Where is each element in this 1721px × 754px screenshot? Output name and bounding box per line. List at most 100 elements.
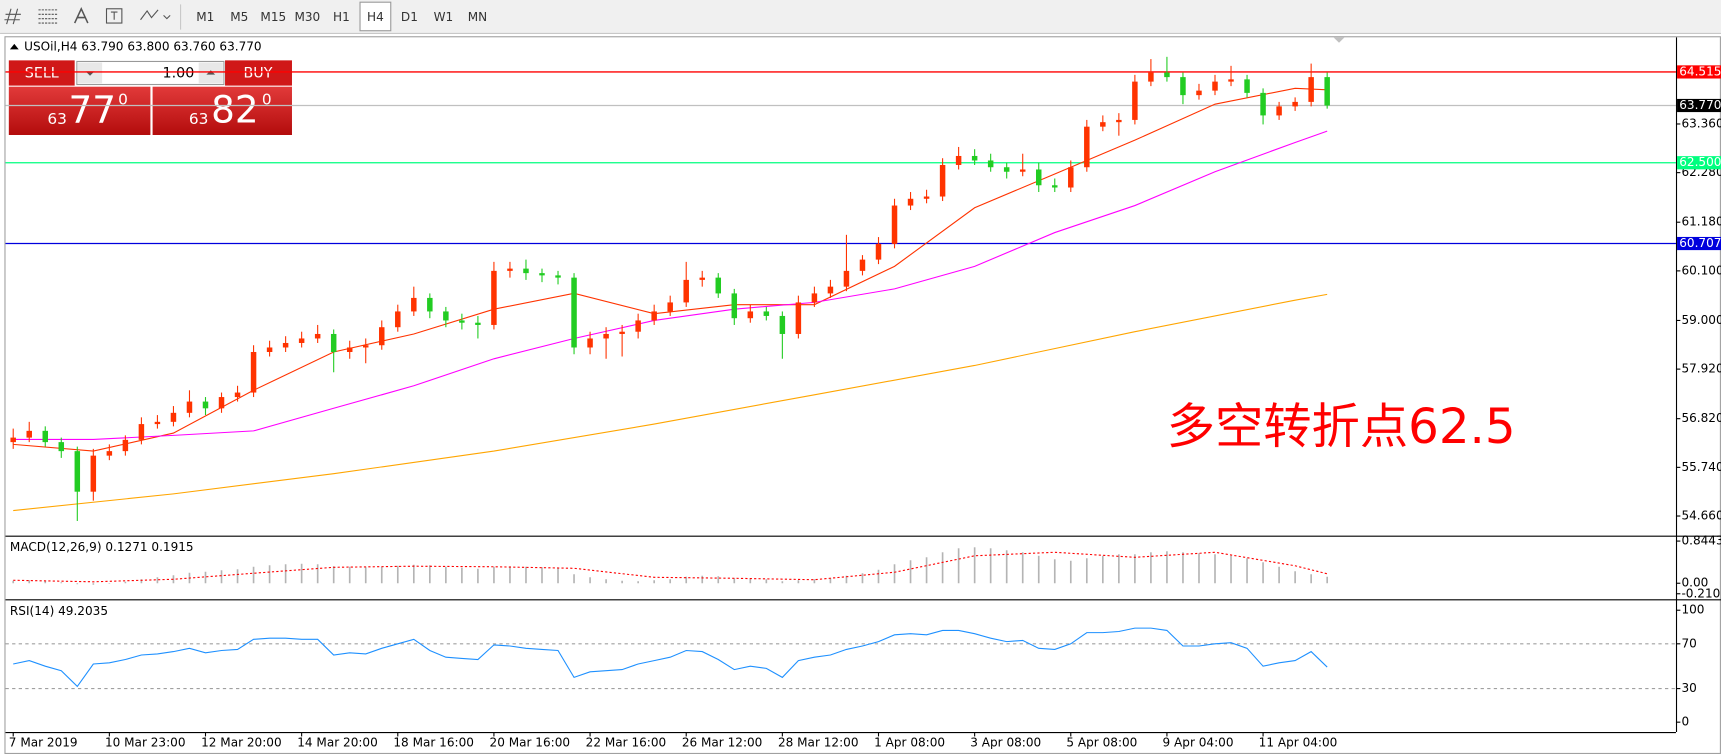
y-tick-label: 59.000: [1681, 313, 1721, 327]
candle-body: [1324, 77, 1330, 106]
candle-body: [731, 293, 738, 319]
moving-average: [13, 130, 1328, 440]
timeframe-button[interactable]: H1: [333, 10, 350, 24]
macd-bar: [1053, 559, 1056, 584]
x-tick-label: 28 Mar 12:00: [778, 736, 859, 750]
timeframe-label: M5: [230, 10, 248, 24]
timeframe-button[interactable]: H4: [359, 1, 392, 32]
macd-bar: [140, 579, 143, 584]
macd-bar: [701, 575, 704, 584]
candle-body: [1003, 167, 1010, 172]
macd-bar: [1294, 571, 1296, 584]
x-tick-label: 5 Apr 08:00: [1066, 736, 1137, 750]
timeframe-label: H4: [367, 10, 384, 24]
x-tick-label: 9 Apr 04:00: [1163, 736, 1234, 750]
macd-bar: [525, 566, 527, 584]
timeframe-button[interactable]: M30: [294, 10, 320, 24]
candle-body: [1212, 81, 1218, 91]
candle-body: [875, 243, 882, 260]
candle-body: [330, 333, 337, 352]
candle-body: [555, 275, 561, 278]
macd-bar: [1150, 552, 1152, 584]
macd-bar: [925, 557, 928, 584]
icon-objects[interactable]: [140, 9, 171, 21]
macd-bar: [797, 580, 800, 584]
x-tick-label: 1 Apr 08:00: [874, 736, 945, 750]
candle-body: [427, 297, 433, 312]
x-tick-label: 7 Mar 2019: [9, 736, 78, 750]
macd-bar: [861, 573, 864, 584]
macd-bar: [541, 567, 543, 584]
macd-bar: [236, 569, 239, 584]
icon-label[interactable]: [105, 8, 123, 24]
candle-body: [1100, 122, 1106, 127]
candle-body: [1164, 72, 1170, 78]
price-label: 60.707: [1679, 236, 1721, 250]
macd-bar: [284, 564, 287, 584]
candle-body: [250, 351, 257, 393]
volume-value: 1.00: [163, 66, 195, 82]
x-tick-label: 10 Mar 23:00: [105, 736, 186, 750]
panel-title: USOil,H4 63.790 63.800 63.760 63.770: [24, 40, 261, 54]
macd-bar: [557, 568, 559, 584]
candle-body: [683, 279, 689, 303]
candle-body: [411, 297, 417, 312]
candle-body: [1052, 185, 1058, 188]
timeframe-button[interactable]: M1: [196, 10, 214, 24]
macd-bar: [1310, 574, 1312, 584]
macd-bar: [637, 581, 639, 584]
y-tick-label: 0.00: [1681, 576, 1708, 590]
timeframe-button[interactable]: W1: [434, 10, 454, 24]
macd-bar: [204, 571, 207, 584]
timeframe-button[interactable]: M5: [230, 10, 248, 24]
candle-body: [395, 311, 401, 328]
candle-body: [843, 270, 850, 287]
macd-bar: [108, 583, 111, 584]
candle-body: [459, 320, 465, 323]
y-tick-label: 57.920: [1681, 362, 1721, 376]
y-tick-label: 60.100: [1681, 263, 1721, 277]
icon-chart[interactable]: [4, 8, 21, 25]
toolbar: [0, 0, 1721, 35]
macd-bar: [12, 580, 15, 584]
candle-body: [154, 421, 161, 425]
macd-bar: [749, 578, 752, 584]
timeframe-button[interactable]: MN: [468, 10, 487, 24]
candle-body: [523, 268, 529, 274]
candle-body: [955, 155, 962, 165]
macd-bar: [509, 566, 511, 584]
timeframe-button[interactable]: M15: [260, 10, 286, 24]
candle-body: [58, 442, 65, 452]
price-label-box: [1677, 156, 1721, 170]
candle-body: [138, 424, 145, 440]
sell-button[interactable]: [8, 60, 75, 86]
buy-price-box[interactable]: [152, 86, 292, 135]
candle-body: [234, 392, 241, 398]
x-tick-label: 3 Apr 08:00: [970, 736, 1041, 750]
macd-bar: [477, 568, 479, 584]
macd-bar: [1198, 553, 1200, 584]
price-label: 63.770: [1679, 98, 1721, 112]
y-tick-label: 55.740: [1681, 460, 1721, 474]
candle-body: [218, 397, 225, 409]
x-tick-label: 22 Mar 16:00: [586, 736, 667, 750]
timeframe-button[interactable]: D1: [401, 10, 418, 24]
volume-field[interactable]: [76, 60, 225, 86]
candle-body: [1308, 77, 1314, 102]
macd-bar: [1005, 550, 1008, 584]
sell-price-box[interactable]: [8, 86, 151, 135]
annotation: 多空转折点62.5: [1167, 399, 1516, 455]
macd-bar: [1085, 558, 1088, 584]
chart-menu-arrow[interactable]: [9, 43, 19, 50]
macd-bar: [1278, 566, 1280, 584]
macd-bar: [781, 581, 784, 584]
x-tick-label: 26 Mar 12:00: [682, 736, 763, 750]
icon-text[interactable]: [73, 6, 89, 24]
candle-body: [1148, 72, 1154, 82]
buy-button[interactable]: [225, 60, 292, 86]
macd-bar: [252, 566, 255, 584]
panel-title: RSI(14) 49.2035: [10, 604, 108, 618]
macd-bar: [733, 578, 736, 584]
buy-price-prefix: 63: [189, 110, 209, 128]
